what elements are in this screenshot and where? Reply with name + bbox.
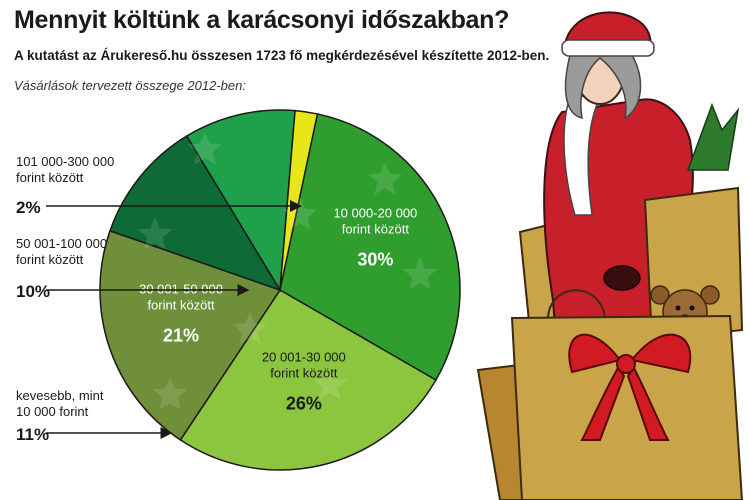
pine-branch (686, 102, 740, 171)
pie-slice (279, 113, 461, 382)
star-icon (232, 312, 268, 345)
pie-slice (185, 109, 296, 293)
slice-label: 10 000-20 000 (333, 206, 417, 221)
slice-label: 30 001-50 000 (139, 281, 223, 296)
star-decorations (137, 132, 438, 410)
slice-label: 50 001-100 000 (16, 236, 107, 251)
pie-slice (99, 229, 282, 441)
star-icon (282, 197, 318, 230)
slice-label: forint között (270, 366, 338, 381)
slice-label: forint között (342, 222, 410, 237)
pie-slice (179, 288, 437, 471)
chart-caption: Vásárlások tervezett összege 2012-ben: (14, 78, 246, 93)
slice-label: forint között (16, 252, 84, 267)
slice-percent: 10% (16, 282, 50, 301)
slice-percent: 21% (163, 325, 199, 345)
hair (564, 54, 642, 120)
slice-percent: 11% (16, 425, 49, 444)
pie-chart (99, 109, 461, 471)
glove (603, 265, 641, 291)
chart-subtitle: A kutatást az Árukereső.hu összesen 1723… (14, 48, 550, 63)
chart-title: Mennyit költünk a karácsonyi időszakban? (14, 6, 510, 34)
star-icon (187, 132, 223, 165)
slice-label: forint között (16, 170, 84, 185)
fur-collar (563, 91, 599, 216)
slice-label: forint között (147, 297, 215, 312)
slice-percent: 30% (357, 250, 393, 270)
star-icon (152, 377, 188, 410)
star-icon (137, 217, 173, 250)
slice-label: 101 000-300 000 (16, 154, 114, 169)
slice-label: 10 000 forint (16, 404, 89, 419)
slice-percent: 2% (16, 198, 41, 217)
pie-slice (109, 135, 282, 292)
shopping-bag-front (510, 314, 744, 500)
red-bow (568, 333, 692, 441)
slice-percent: 26% (286, 394, 322, 414)
star-icon (367, 162, 403, 195)
shopper-illustration (476, 11, 744, 500)
star-icon (402, 257, 438, 290)
slice-label: 20 001-30 000 (262, 350, 346, 365)
slice-label: kevesebb, mint (16, 388, 104, 403)
star-icon (312, 367, 348, 400)
hat-trim (561, 39, 655, 57)
